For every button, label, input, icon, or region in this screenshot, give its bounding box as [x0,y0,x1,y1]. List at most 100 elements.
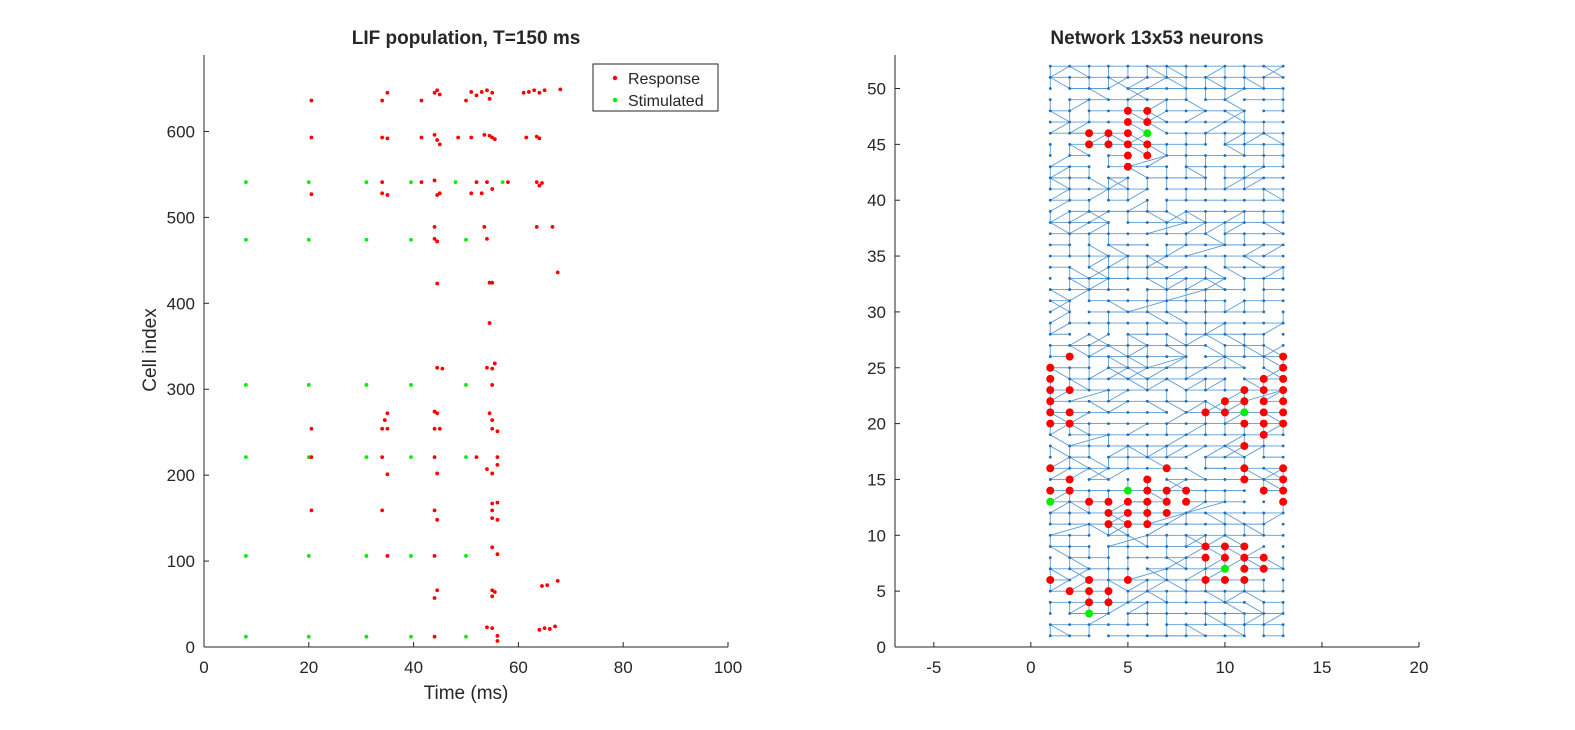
network-node [1165,87,1169,90]
network-node [1068,634,1072,638]
network-node [1204,109,1207,113]
network-node [1223,64,1227,68]
raster-ytick-label: 200 [167,466,195,485]
response-neuron [1104,508,1113,517]
network-node [1242,165,1246,169]
network-node [1087,332,1091,336]
network-node [1184,176,1188,180]
network-node [1068,332,1072,336]
network-node [1126,209,1130,213]
response-neuron [1259,564,1268,573]
network-node [1107,187,1110,191]
raster-xtick-label: 40 [404,658,423,677]
network-node [1068,612,1072,615]
network-node [1242,634,1246,638]
network-node [1165,142,1169,146]
network-node [1242,276,1246,280]
network-node [1204,198,1207,202]
response-spike [495,552,500,557]
network-node [1087,243,1091,247]
network-node [1165,209,1169,213]
network-node [1145,232,1149,236]
response-spike [490,626,495,630]
network-node [1068,623,1072,627]
response-neuron [1201,575,1210,584]
network-node [1145,64,1149,68]
network-node [1281,533,1285,537]
response-spike [495,517,500,522]
network-edge [1205,76,1226,89]
network-node [1262,478,1266,481]
network-node [1165,243,1169,247]
network-node [1048,176,1052,180]
network-edge [1108,76,1129,89]
network-node [1165,288,1169,291]
network-node [1281,276,1285,280]
network-edge [1147,523,1167,536]
response-spike [537,627,542,632]
network-node [1281,75,1285,79]
stimulated-spike [306,634,311,639]
network-node [1145,198,1149,202]
network-edge [1244,177,1264,190]
network-edge [1205,333,1226,346]
network-node [1087,98,1091,102]
network-node [1204,344,1207,347]
network-node [1204,310,1207,314]
stimulated-spike [464,554,468,558]
network-node [1068,511,1072,515]
network-node [1281,623,1285,627]
stimulated-spike [306,237,311,242]
network-node [1262,276,1266,280]
network-node [1165,522,1169,526]
network-node [1145,254,1149,258]
network-node [1145,221,1149,224]
response-neuron [1046,374,1055,383]
response-neuron [1279,486,1288,495]
network-node [1204,288,1207,291]
network-node [1184,411,1188,414]
response-spike [492,361,497,366]
response-spike [309,192,314,197]
network-edge [1050,434,1070,447]
network-node [1048,187,1052,191]
network-node [1126,399,1130,403]
network-node [1165,232,1169,236]
response-neuron [1240,542,1249,551]
response-neuron [1162,508,1171,517]
response-neuron [1220,553,1229,562]
network-edge [1224,266,1245,279]
network-node [1048,276,1052,280]
stimulated-spike [409,180,413,185]
network-edge [1166,434,1187,447]
network-node [1048,87,1052,90]
network-node [1048,533,1052,537]
network-node [1184,478,1188,481]
network-node [1184,221,1188,224]
network-edge [1224,590,1245,603]
network-node [1145,433,1149,437]
network-edge [1185,467,1206,480]
network-node [1281,120,1285,124]
network-edge [1088,188,1109,201]
network-node [1204,433,1207,437]
network-node [1281,221,1285,224]
response-spike [385,136,390,141]
network-edge [1263,65,1284,78]
network-node [1126,567,1130,571]
network-node [1068,176,1072,180]
network-node [1048,265,1052,269]
network-edge [1224,356,1245,369]
network-node [1165,478,1169,481]
response-spike [490,383,495,387]
network-node [1165,75,1169,79]
stimulated-neuron [1220,564,1229,573]
network-node [1107,64,1110,68]
network-xtick-label: -5 [926,658,941,677]
network-node [1242,455,1246,459]
network-edge [1147,367,1167,380]
network-edge [1244,132,1264,145]
response-neuron [1240,386,1249,395]
network-edge [1166,244,1187,257]
